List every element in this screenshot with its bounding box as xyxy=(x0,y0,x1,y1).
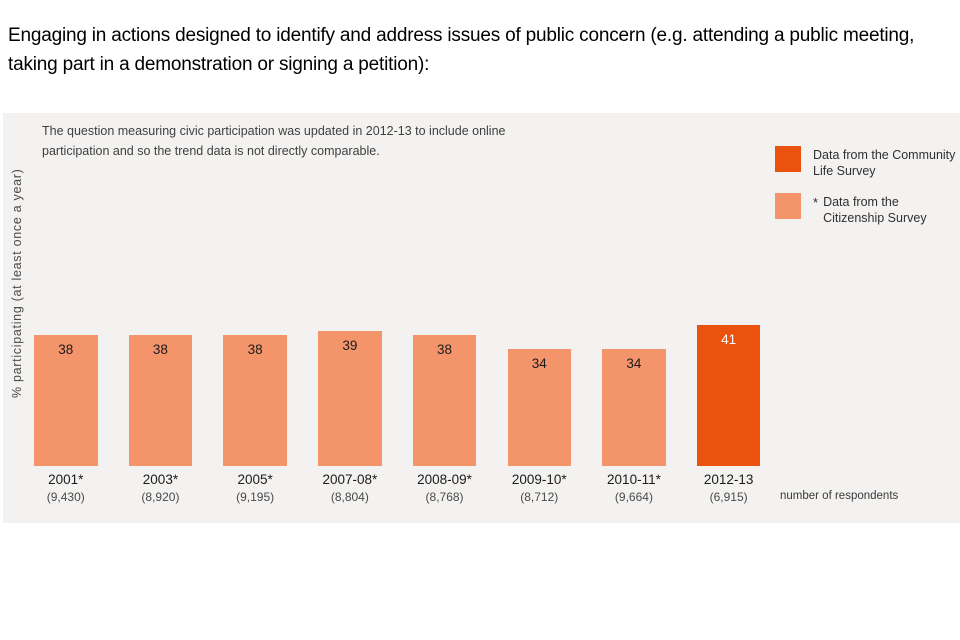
legend-item-community-life-survey: Data from the Community Life Survey xyxy=(775,146,958,179)
bar: 38 xyxy=(412,334,477,466)
respondents-label: (8,712) xyxy=(520,490,559,504)
respondents-label: (9,664) xyxy=(614,490,653,504)
bar-group: 38 2003* (8,920) xyxy=(128,334,193,504)
x-tick-label: 2009-10* xyxy=(511,472,567,487)
respondents-label: (8,804) xyxy=(330,490,369,504)
legend-swatch-citizenship xyxy=(775,193,801,219)
y-axis-label: % participating (at least once a year) xyxy=(10,168,24,398)
respondents-label: (9,430) xyxy=(46,490,85,504)
bar-value-label: 39 xyxy=(342,338,358,354)
bar-group: 34 2010-11* (9,664) xyxy=(602,348,666,504)
bar-group: 34 2009-10* (8,712) xyxy=(507,348,571,504)
bar: 38 xyxy=(34,334,98,466)
respondents-label: (9,195) xyxy=(236,490,275,504)
bar-value-label: 38 xyxy=(437,341,453,357)
bar-value-label: 34 xyxy=(626,355,642,371)
respondents-label: (8,920) xyxy=(141,490,180,504)
respondents-label: (8,768) xyxy=(425,490,464,504)
x-tick-label: 2010-11* xyxy=(607,472,661,487)
respondents-caption: number of respondents xyxy=(780,490,899,502)
bar: 39 xyxy=(318,331,382,466)
chart-panel: The question measuring civic participati… xyxy=(3,113,960,523)
legend-item-citizenship-survey: * Data from the Citizenship Survey xyxy=(775,193,958,226)
bar-value-label: 38 xyxy=(247,341,263,357)
bar: 41 xyxy=(696,324,761,466)
x-tick-label: 2005* xyxy=(237,472,273,487)
bar: 38 xyxy=(128,334,193,466)
chart-note: The question measuring civic participati… xyxy=(42,124,506,158)
x-tick-label: 2012-13 xyxy=(703,472,754,487)
bar-group: 38 2005* (9,195) xyxy=(223,334,287,504)
bar: 38 xyxy=(223,334,287,466)
asterisk-marker: * xyxy=(813,195,819,210)
legend: Data from the Community Life Survey * Da… xyxy=(775,146,958,226)
bar-group: 38 2001* (9,430) xyxy=(34,334,98,504)
x-tick-label: 2007-08* xyxy=(322,472,378,487)
legend-swatch-community xyxy=(775,146,801,172)
x-tick-label: 2008-09* xyxy=(417,472,472,487)
bars-area: 38 2001* (9,430) 38 2003* (8,920) 38 2005* (9,19… xyxy=(34,113,824,504)
bar-group: 38 2008-09* (8,768) xyxy=(412,334,477,504)
bar-group: 41 2012-13 (6,915) xyxy=(696,324,761,504)
legend-label: Data from the Community Life Survey xyxy=(813,148,956,178)
x-tick-label: 2001* xyxy=(48,472,84,487)
page-title: Engaging in actions designed to identify… xyxy=(8,25,915,75)
x-tick-label: 2003* xyxy=(142,472,179,487)
bar-value-label: 38 xyxy=(152,341,168,357)
legend-label: Data from the Citizenship Survey xyxy=(823,195,927,225)
bar-value-label: 38 xyxy=(58,341,74,357)
bar-value-label: 41 xyxy=(721,331,737,347)
bar-value-label: 34 xyxy=(531,355,547,371)
bar: 34 xyxy=(602,348,666,466)
respondents-label: (6,915) xyxy=(709,490,748,504)
bar: 34 xyxy=(507,348,571,466)
bar-group: 39 2007-08* (8,804) xyxy=(318,331,382,504)
